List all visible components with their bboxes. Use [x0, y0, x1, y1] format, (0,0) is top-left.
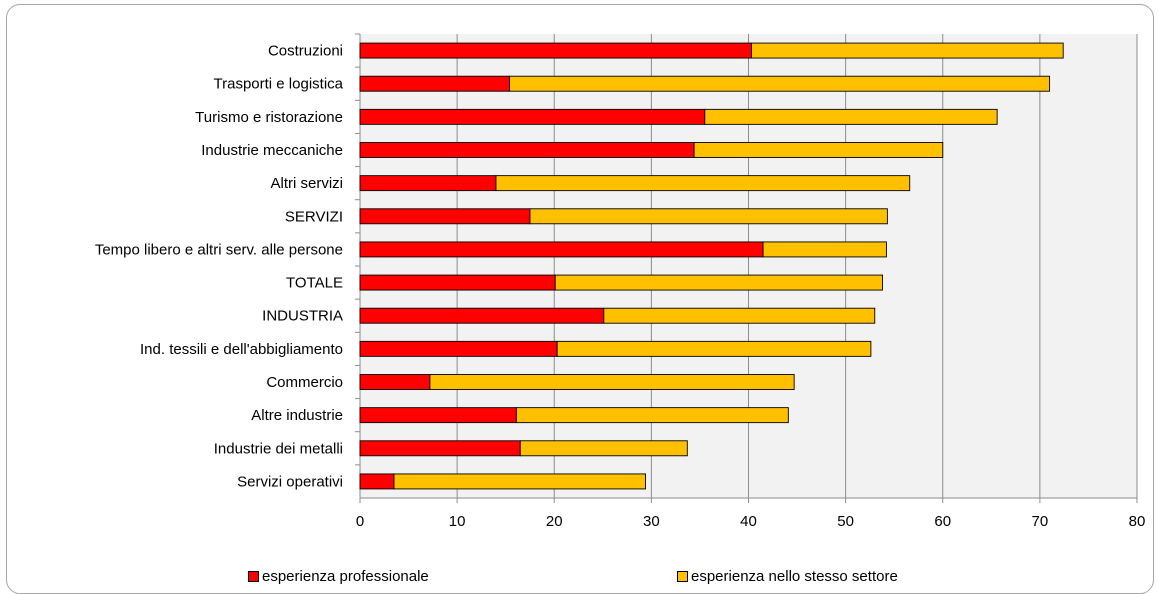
bar-segment: [359, 274, 556, 291]
bar-segment: [359, 340, 558, 357]
legend-item-esperienza-professionale: esperienza professionale: [248, 568, 429, 585]
legend-label: esperienza nello stesso settore: [691, 568, 898, 585]
x-tick-label: 30: [643, 513, 660, 530]
bar-segment: [359, 175, 497, 192]
category-label: Altre industrie: [251, 407, 343, 424]
category-label: Trasporti e logistica: [214, 76, 344, 93]
category-label: Industrie dei metalli: [214, 440, 343, 457]
category-label: Industrie meccaniche: [201, 142, 343, 159]
category-label: Servizi operativi: [237, 473, 343, 490]
bar-segment: [750, 42, 1064, 59]
bar-segment: [515, 407, 789, 424]
bar-segment: [495, 175, 911, 192]
bar-chart: 0 10 20 30 40 50 60 70 80 Costruzioni Trasporti e …: [95, 33, 1146, 530]
bar-segment: [359, 75, 511, 92]
bar-segment: [359, 374, 431, 390]
bar-segment: [519, 440, 688, 457]
x-tick-label: 70: [1032, 513, 1049, 530]
legend-swatch-orange: [677, 571, 688, 582]
bar-segment: [359, 473, 395, 490]
category-label: Altri servizi: [270, 175, 343, 192]
legend: esperienza professionale esperienza nell…: [0, 568, 1158, 588]
x-tick-label: 50: [837, 513, 854, 530]
bar-segment: [429, 374, 795, 390]
bar-segment: [359, 208, 531, 225]
legend-swatch-red: [248, 571, 259, 582]
category-label: Tempo libero e altri serv. alle persone: [95, 241, 343, 258]
bar-segment: [762, 241, 887, 258]
bar-segment: [554, 274, 883, 291]
bar-segment: [556, 340, 872, 357]
category-label: Turismo e ristorazione: [195, 109, 343, 126]
legend-item-esperienza-nello-stesso-settore: esperienza nello stesso settore: [677, 568, 898, 585]
bar-segment: [359, 108, 706, 125]
category-label: Commercio: [266, 374, 343, 391]
bar-segment: [603, 307, 876, 324]
x-tick-label: 20: [546, 513, 563, 530]
x-tick-label: 10: [449, 513, 466, 530]
x-tick-label: 40: [740, 513, 757, 530]
bar-segment: [359, 42, 752, 59]
bar-segment: [509, 75, 1051, 92]
bar-segment: [393, 473, 646, 490]
category-label: SERVIZI: [285, 208, 343, 225]
bar-segment: [359, 241, 764, 258]
x-tick-label: 80: [1129, 513, 1146, 530]
category-label: TOTALE: [286, 275, 343, 292]
bar-segment: [529, 208, 888, 225]
category-label: INDUSTRIA: [262, 308, 343, 325]
bar-segment: [359, 307, 605, 324]
bar-segment: [359, 407, 517, 424]
bar-segment: [693, 142, 944, 158]
bar-segment: [704, 108, 998, 125]
x-tick-label: 0: [356, 513, 364, 530]
category-label: Costruzioni: [268, 43, 343, 60]
bar-segment: [359, 440, 521, 457]
x-tick-label: 60: [934, 513, 951, 530]
legend-label: esperienza professionale: [262, 568, 429, 585]
category-label: Ind. tessili e dell'abbigliamento: [140, 341, 343, 358]
bar-segment: [359, 142, 695, 158]
